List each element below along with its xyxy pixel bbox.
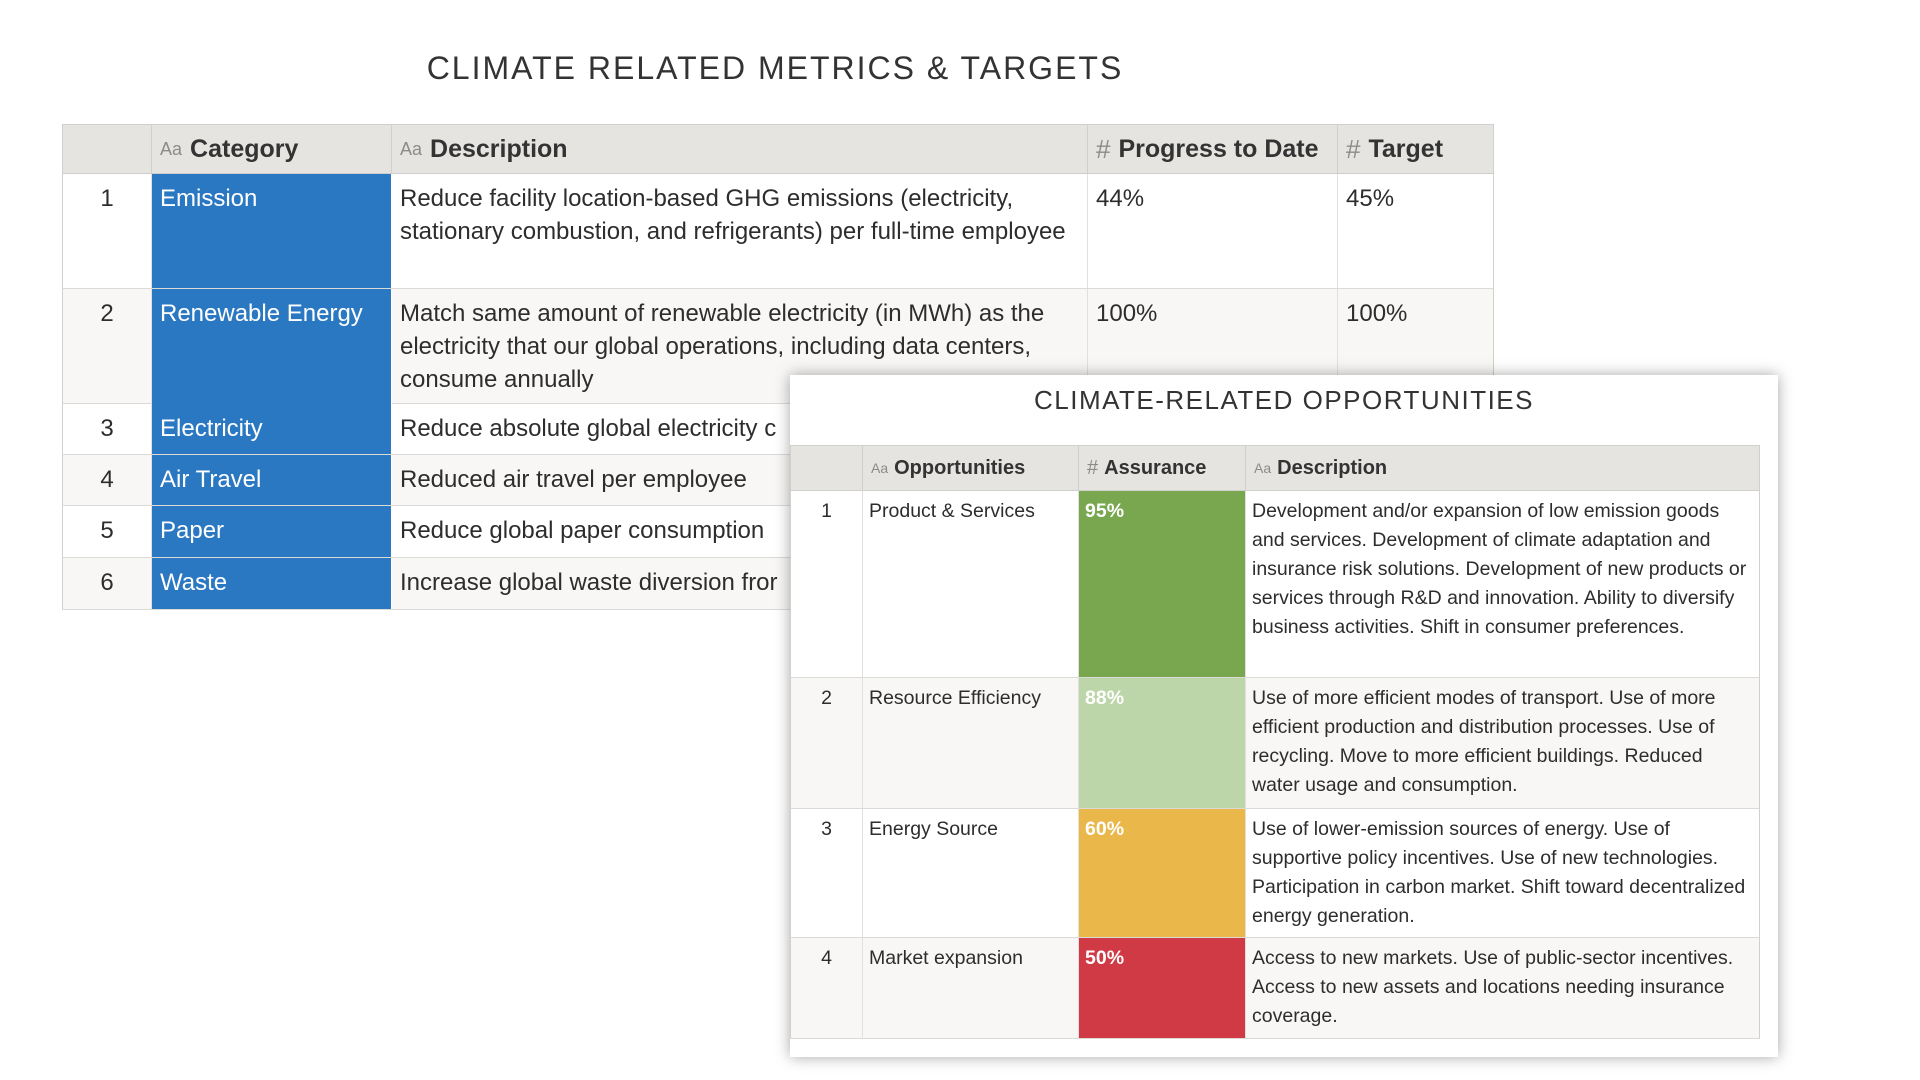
metrics-header-index (63, 125, 152, 173)
metrics-header-row: Aa Category Aa Description # Progress to Da… (62, 124, 1494, 174)
category-cell[interactable]: Electricity (152, 404, 392, 454)
progress-cell[interactable]: 44% (1088, 174, 1338, 288)
opportunities-title: CLIMATE-RELATED OPPORTUNITIES (1033, 385, 1534, 415)
row-number: 3 (63, 404, 152, 454)
progress-cell[interactable]: 100% (1088, 289, 1338, 404)
target-cell[interactable]: 45% (1346, 185, 1395, 212)
row-number: 2 (63, 289, 152, 404)
text-type-icon: Aa (871, 460, 889, 476)
row-number: 4 (791, 938, 863, 1038)
target-cell[interactable]: 100% (1346, 300, 1408, 327)
opportunities-panel: CLIMATE-RELATED OPPORTUNITIES Aa Opportun… (790, 375, 1778, 1057)
opportunity-cell[interactable]: Energy Source (863, 809, 1079, 937)
opportunity-cell[interactable]: Market expansion (863, 938, 1079, 1038)
row-number: 4 (63, 455, 152, 505)
row-number: 1 (791, 491, 863, 677)
table-row[interactable]: 1 Emission Reduce facility location-base… (62, 174, 1494, 289)
assurance-cell[interactable]: 60% (1079, 809, 1246, 937)
header-label: Target (1368, 134, 1444, 163)
opportunity-cell[interactable]: Product & Services (863, 491, 1079, 677)
description-cell[interactable]: Access to new markets. Use of public-sec… (1252, 947, 1734, 1027)
metrics-title: CLIMATE RELATED METRICS & TARGETS (426, 50, 1124, 86)
opportunities-table: Aa Opportunities # Assurance Aa Description… (790, 445, 1760, 1039)
table-row[interactable]: 2 Resource Efficiency 88% Use of more ef… (790, 678, 1760, 809)
description-cell[interactable]: Development and/or expansion of low emis… (1252, 500, 1747, 638)
text-type-icon: Aa (1254, 460, 1272, 476)
metrics-header-description[interactable]: Aa Description (392, 125, 1088, 173)
header-label: Description (1277, 456, 1388, 479)
table-row[interactable]: 1 Product & Services 95% Development and… (790, 491, 1760, 678)
metrics-header-category[interactable]: Aa Category (152, 125, 392, 173)
text-type-icon: Aa (160, 138, 183, 159)
category-cell[interactable]: Renewable Energy (152, 289, 392, 404)
metrics-header-progress[interactable]: # Progress to Date (1088, 125, 1338, 173)
header-label: Category (190, 134, 299, 163)
description-cell[interactable]: Match same amount of renewable electrici… (392, 289, 1088, 404)
description-cell[interactable]: Use of more efficient modes of transport… (1252, 687, 1716, 796)
opportunities-header-description[interactable]: Aa Description (1246, 446, 1761, 490)
opportunities-header-opportunities[interactable]: Aa Opportunities (863, 446, 1079, 490)
opportunities-header-index (791, 446, 863, 490)
assurance-cell[interactable]: 50% (1079, 938, 1246, 1038)
category-cell[interactable]: Emission (152, 174, 392, 288)
header-label: Progress to Date (1118, 134, 1319, 163)
metrics-header-target[interactable]: # Target (1338, 125, 1489, 173)
opportunity-cell[interactable]: Resource Efficiency (863, 678, 1079, 808)
row-number: 3 (791, 809, 863, 937)
opportunities-header-row: Aa Opportunities # Assurance Aa Description (790, 445, 1760, 491)
text-type-icon: Aa (400, 138, 423, 159)
header-label: Description (430, 134, 568, 163)
number-type-icon: # (1096, 133, 1111, 164)
number-type-icon: # (1346, 133, 1361, 164)
category-cell[interactable]: Paper (152, 506, 392, 557)
number-type-icon: # (1087, 456, 1099, 479)
description-cell[interactable]: Increase global waste diversion fror (392, 558, 1088, 609)
description-cell[interactable]: Use of lower-emission sources of energy.… (1252, 818, 1746, 927)
row-number: 5 (63, 506, 152, 557)
description-cell[interactable]: Reduce absolute global electricity c (392, 404, 1088, 454)
header-label: Assurance (1104, 456, 1207, 479)
header-label: Opportunities (894, 456, 1026, 479)
description-cell[interactable]: Reduce global paper consumption (392, 506, 1088, 557)
description-cell[interactable]: Reduced air travel per employee (392, 455, 1088, 505)
category-cell[interactable]: Air Travel (152, 455, 392, 505)
opportunities-header-assurance[interactable]: # Assurance (1079, 446, 1246, 490)
row-number: 1 (63, 174, 152, 288)
table-row[interactable]: 5 Paper Reduce global paper consumption (62, 506, 1494, 558)
row-number: 2 (791, 678, 863, 808)
table-row[interactable]: 3 Energy Source 60% Use of lower-emissio… (790, 809, 1760, 938)
row-number: 6 (63, 558, 152, 609)
assurance-cell[interactable]: 88% (1079, 678, 1246, 808)
category-cell[interactable]: Waste (152, 558, 392, 609)
table-row[interactable]: 4 Market expansion 50% Access to new mar… (790, 938, 1760, 1039)
assurance-cell[interactable]: 95% (1079, 491, 1246, 677)
description-cell[interactable]: Reduce facility location-based GHG emiss… (392, 174, 1088, 288)
